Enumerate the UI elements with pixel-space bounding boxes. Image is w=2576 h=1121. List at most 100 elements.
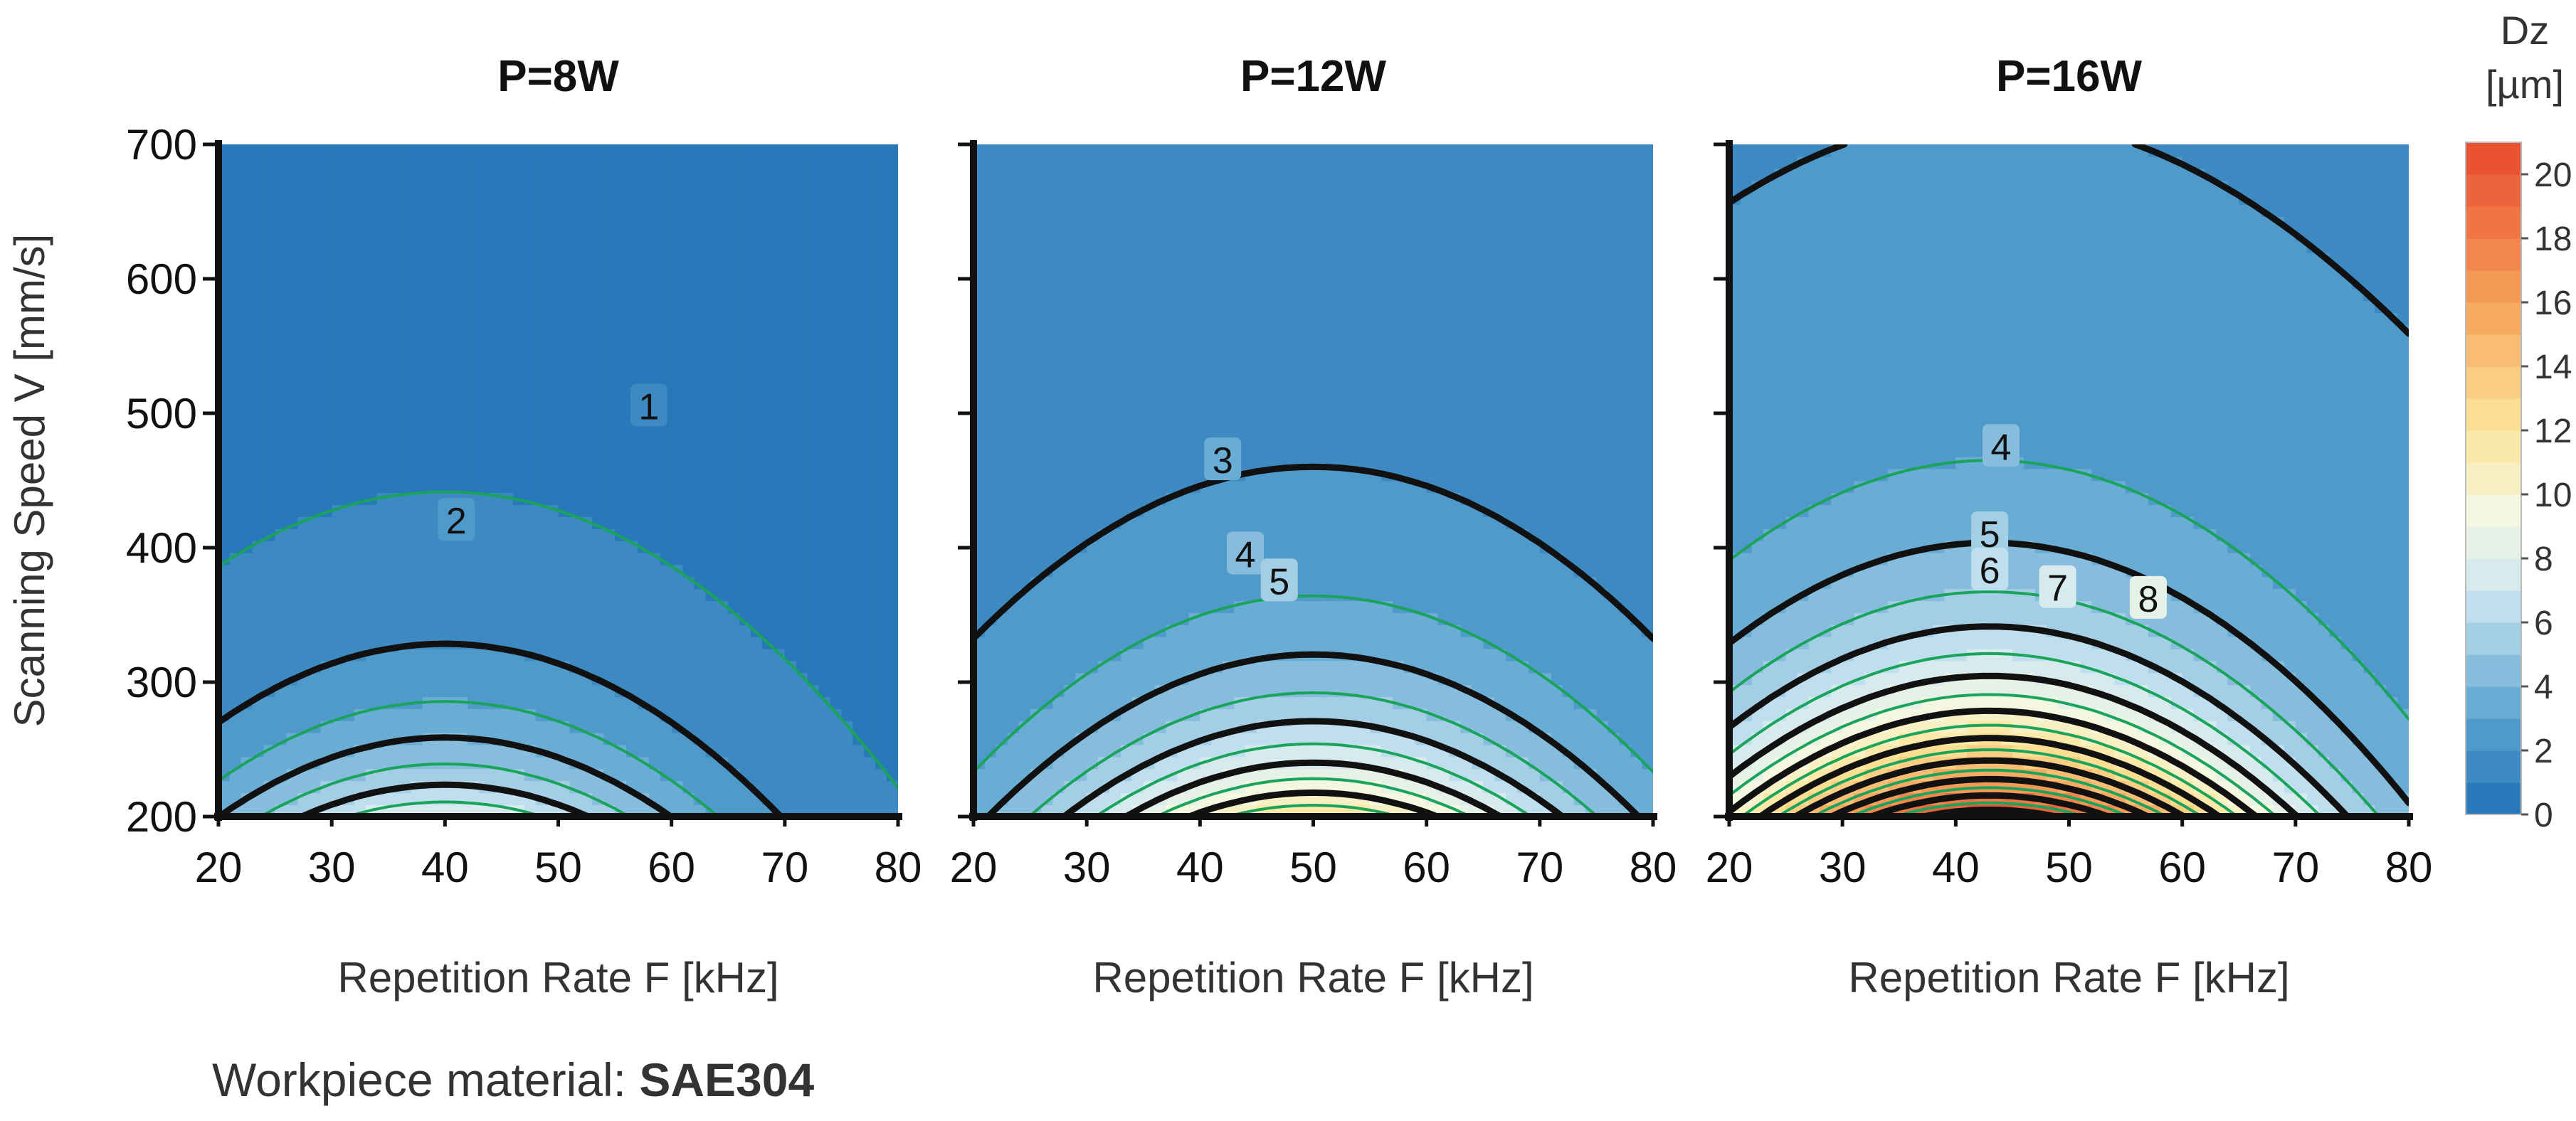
contour-cell — [297, 432, 310, 445]
contour-cell — [1256, 456, 1269, 469]
contour-cell — [547, 684, 559, 698]
contour-cell — [1131, 144, 1144, 157]
contour-cell — [263, 360, 276, 373]
contour-cell — [1223, 300, 1235, 314]
contour-cell — [309, 696, 322, 709]
contour-cell — [229, 648, 242, 662]
contour-cell — [841, 312, 854, 325]
contour-cell — [569, 672, 582, 686]
contour-cell — [1041, 204, 1054, 218]
contour-cell — [468, 240, 480, 253]
contour-cell — [433, 288, 446, 302]
contour-cell — [581, 696, 593, 709]
contour-cell — [864, 324, 876, 337]
contour-cell — [365, 192, 378, 206]
contour-cell — [1256, 408, 1269, 421]
contour-cell — [671, 696, 684, 709]
contour-cell — [1087, 408, 1099, 421]
contour-cell — [887, 360, 898, 373]
contour-cell — [1064, 396, 1077, 410]
contour-cell — [1098, 276, 1110, 289]
contour-cell — [456, 468, 468, 482]
contour-cell — [1223, 504, 1235, 517]
contour-cell — [468, 252, 480, 265]
contour-cell — [1109, 612, 1121, 625]
contour-cell — [671, 396, 684, 410]
contour-cell — [694, 288, 707, 302]
contour-cell — [784, 228, 797, 241]
contour-cell — [332, 732, 344, 745]
contour-cell — [1256, 504, 1269, 517]
contour-cell — [728, 780, 740, 794]
contour-cell — [512, 636, 525, 649]
contour-cell — [263, 240, 276, 253]
contour-cell — [694, 228, 707, 241]
contour-cell — [1030, 288, 1042, 302]
contour-cell — [1098, 636, 1110, 649]
contour-cell — [1143, 300, 1156, 314]
contour-cell — [309, 744, 322, 758]
contour-cell — [388, 192, 401, 206]
contour-cell — [592, 276, 604, 289]
contour-cell — [547, 240, 559, 253]
contour-cell — [762, 588, 774, 602]
contour-cell — [252, 444, 265, 457]
contour-cell — [773, 228, 786, 241]
contour-cell — [445, 721, 458, 733]
contour-cell — [830, 204, 843, 218]
contour-cell — [751, 684, 763, 698]
contour-cell — [456, 384, 468, 398]
contour-cell — [1223, 480, 1235, 494]
contour-cell — [1041, 300, 1054, 314]
contour-cell — [229, 672, 242, 686]
contour-cell — [376, 156, 389, 169]
contour-cell — [422, 625, 435, 637]
contour-cell — [1279, 180, 1292, 193]
contour-cell — [1211, 156, 1223, 169]
contour-cell — [1030, 744, 1042, 758]
contour-cell — [1256, 168, 1269, 181]
contour-cell — [535, 588, 548, 602]
contour-cell — [1018, 432, 1031, 445]
contour-cell — [388, 240, 401, 253]
contour-cell — [388, 228, 401, 241]
contour-cell — [1143, 372, 1156, 386]
contour-cell — [343, 528, 355, 541]
contour-cell — [637, 528, 650, 541]
contour-cell — [1087, 432, 1099, 445]
contour-cell — [399, 192, 412, 206]
contour-cell — [1030, 144, 1042, 157]
contour-cell — [468, 168, 480, 181]
contour-cell — [996, 168, 1008, 181]
contour-cell — [252, 468, 265, 482]
contour-cell — [263, 168, 276, 181]
contour-cell — [354, 600, 366, 613]
contour-cell — [615, 408, 627, 421]
contour-cell — [1188, 408, 1201, 421]
contour-cell — [512, 576, 525, 590]
contour-cell — [547, 276, 559, 289]
contour-cell — [852, 625, 865, 637]
contour-cell — [1120, 625, 1133, 637]
contour-cell — [818, 300, 831, 314]
contour-cell — [875, 372, 887, 386]
contour-cell — [1087, 348, 1099, 361]
contour-cell — [705, 576, 718, 590]
contour-cell — [229, 468, 242, 482]
contour-cell — [784, 480, 797, 494]
contour-cell — [1188, 312, 1201, 325]
contour-cell — [984, 792, 997, 805]
contour-cell — [1087, 456, 1099, 469]
contour-cell — [297, 528, 310, 541]
contour-cell — [1188, 516, 1201, 529]
contour-cell — [660, 288, 672, 302]
contour-cell — [388, 180, 401, 193]
contour-cell — [682, 276, 695, 289]
contour-cell — [365, 444, 378, 457]
contour-cell — [490, 240, 502, 253]
contour-cell — [512, 384, 525, 398]
contour-cell — [422, 360, 435, 373]
contour-cell — [558, 144, 571, 157]
contour-cell — [422, 276, 435, 289]
contour-cell — [479, 300, 491, 314]
